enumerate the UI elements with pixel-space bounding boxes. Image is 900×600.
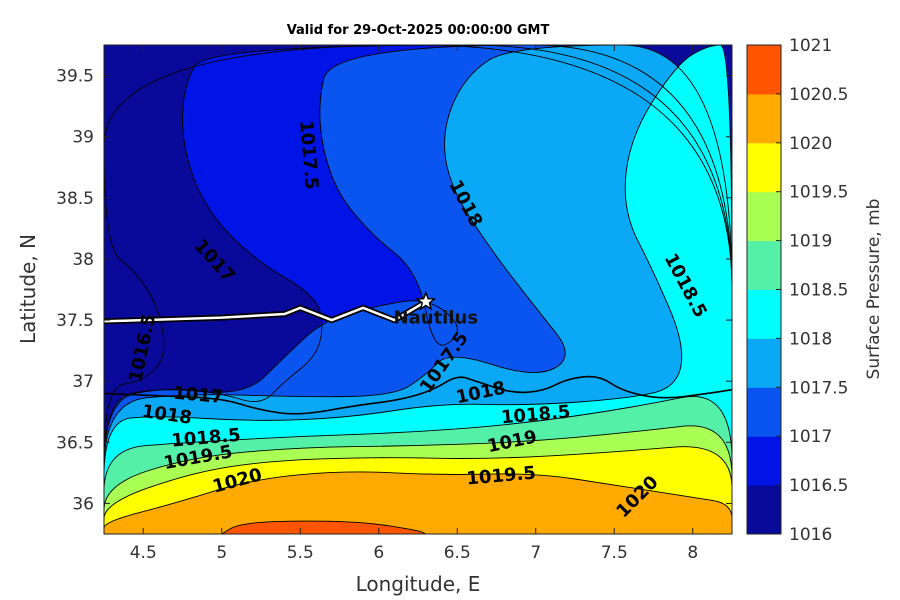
colorbar-tick-label: 1020.5 [789, 85, 848, 105]
colorbar-tick-label: 1019 [789, 232, 832, 252]
plot-frame [103, 44, 733, 535]
colorbar-swatch [747, 93, 781, 144]
colorbar-swatch [747, 45, 781, 95]
colorbar-tick-label: 1019.5 [789, 183, 848, 203]
colorbar-swatch [747, 142, 781, 193]
colorbar-swatch [747, 338, 781, 388]
colorbar-tick-label: 1020 [789, 134, 832, 154]
chart-title: Valid for 29-Oct-2025 00:00:00 GMT [286, 23, 550, 38]
y-axis-label: Latitude, N [16, 234, 40, 344]
pressure-band-1020 [104, 471, 732, 534]
colorbar: 1016 1016.5 1017 1017.5 1018 1018.5 1019 1019.5… [746, 36, 848, 545]
track-layer [104, 299, 428, 325]
contour-fill-layer [104, 45, 732, 534]
colorbar-tick-label: 1017.5 [789, 378, 848, 398]
x-tick-label: 7 [530, 543, 541, 563]
colorbar-swatch [747, 289, 781, 339]
x-tick-label: 7.5 [601, 543, 628, 563]
x-axis: 4.5 5 5.5 6 6.5 7 7.5 8 [130, 45, 698, 563]
isobar-1018-5 [104, 396, 732, 534]
x-axis-label: Longitude, E [355, 572, 481, 596]
coastline [104, 375, 732, 415]
colorbar-label: Surface Pressure, mb [864, 198, 884, 380]
colorbar-tick-label: 1018.5 [789, 281, 848, 301]
x-tick-label: 4.5 [130, 543, 157, 563]
station-label: Nautilus [394, 308, 479, 329]
colorbar-swatch [747, 240, 781, 290]
colorbar-tick-label: 1016 [789, 525, 832, 545]
station-star-icon [415, 290, 437, 311]
coastline-layer [104, 375, 732, 415]
isobar-1020 [104, 471, 732, 534]
isobar-1020-5 [220, 520, 426, 534]
x-tick-label: 6.5 [444, 543, 471, 563]
colorbar-tick-label: 1016.5 [789, 476, 848, 496]
x-tick-label: 8 [687, 543, 698, 563]
isobar-1016-5 [104, 45, 732, 534]
colorbar-tick-label: 1017 [789, 427, 832, 447]
y-tick-label: 37.5 [56, 311, 94, 331]
colorbar-swatch [747, 485, 781, 535]
ship-track [104, 300, 427, 323]
x-tick-label: 6 [373, 543, 384, 563]
x-tick-label: 5 [216, 543, 227, 563]
colorbar-swatch [747, 191, 781, 242]
colorbar-tick-label: 1021 [789, 36, 832, 56]
isobar-1017 [104, 45, 732, 534]
y-tick-label: 36.5 [56, 433, 94, 453]
colorbar-swatch [747, 387, 781, 437]
y-tick-label: 36 [72, 494, 94, 514]
y-axis: 36 36.5 37 37.5 38 38.5 39 39.5 [56, 67, 732, 514]
isobar-1019-5 [104, 446, 732, 534]
y-tick-label: 38.5 [56, 189, 94, 209]
isobar-1016 [104, 45, 732, 534]
x-tick-label: 5.5 [287, 543, 314, 563]
colorbar-tick-label: 1018 [789, 329, 832, 349]
isobar-1019 [104, 425, 732, 534]
colorbar-swatch [747, 436, 781, 486]
y-tick-label: 39.5 [56, 67, 94, 87]
contour-line-layer [104, 45, 732, 534]
y-tick-label: 39 [72, 128, 94, 148]
isobar-1017-5 [104, 45, 732, 534]
y-tick-label: 38 [72, 250, 94, 270]
isobar-1018 [104, 45, 732, 534]
y-tick-label: 37 [72, 372, 94, 392]
contour-label: 1017 [172, 383, 224, 408]
pressure-band-1018 [104, 45, 732, 534]
station-layer: Nautilus [394, 290, 479, 329]
